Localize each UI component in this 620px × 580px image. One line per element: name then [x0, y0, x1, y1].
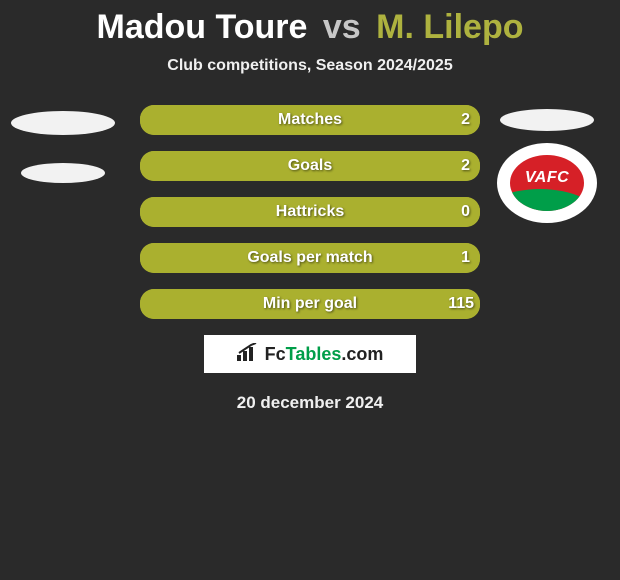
badge-swoosh — [510, 189, 584, 211]
avatar-placeholder — [500, 109, 594, 131]
stat-row: Min per goal 115 — [140, 289, 480, 319]
club-badge-vafc: VAFC — [497, 143, 597, 223]
stat-value: 2 — [461, 111, 470, 129]
comparison-infographic: Madou Toure vs M. Lilepo Club competitio… — [0, 0, 620, 580]
chart-area: VAFC Matches 2 Goals 2 Hattricks 0 Goals per m… — [0, 105, 620, 325]
stat-label: Matches — [278, 111, 342, 129]
page-title: Madou Toure vs M. Lilepo — [0, 0, 620, 47]
stat-label: Min per goal — [263, 295, 357, 313]
stat-value: 115 — [448, 295, 474, 313]
right-avatar-column: VAFC — [492, 109, 602, 223]
badge-inner: VAFC — [510, 155, 584, 211]
badge-text: VAFC — [510, 169, 584, 187]
left-avatar-column — [8, 111, 118, 211]
subtitle: Club competitions, Season 2024/2025 — [0, 57, 620, 75]
vs-label: vs — [323, 8, 361, 46]
avatar-placeholder — [11, 111, 115, 135]
stat-row: Goals 2 — [140, 151, 480, 181]
stat-row: Hattricks 0 — [140, 197, 480, 227]
stat-value: 1 — [461, 249, 470, 267]
brand-part2: Tables — [286, 344, 342, 364]
bar-chart-icon — [237, 343, 259, 366]
stat-row: Matches 2 — [140, 105, 480, 135]
stat-value: 0 — [461, 203, 470, 221]
date-label: 20 december 2024 — [0, 393, 620, 413]
stat-label: Goals per match — [247, 249, 372, 267]
stat-label: Goals — [288, 157, 332, 175]
brand-part1: Fc — [265, 344, 286, 364]
brand-part3: .com — [341, 344, 383, 364]
player1-name: Madou Toure — [97, 8, 308, 46]
brand-box: FcTables.com — [204, 335, 416, 373]
stat-label: Hattricks — [276, 203, 344, 221]
player2-name: M. Lilepo — [376, 8, 523, 46]
stat-value: 2 — [461, 157, 470, 175]
stat-bars: Matches 2 Goals 2 Hattricks 0 Goals per match 1… — [140, 105, 480, 335]
club-placeholder — [21, 163, 105, 183]
stat-row: Goals per match 1 — [140, 243, 480, 273]
brand-text: FcTables.com — [265, 344, 384, 365]
